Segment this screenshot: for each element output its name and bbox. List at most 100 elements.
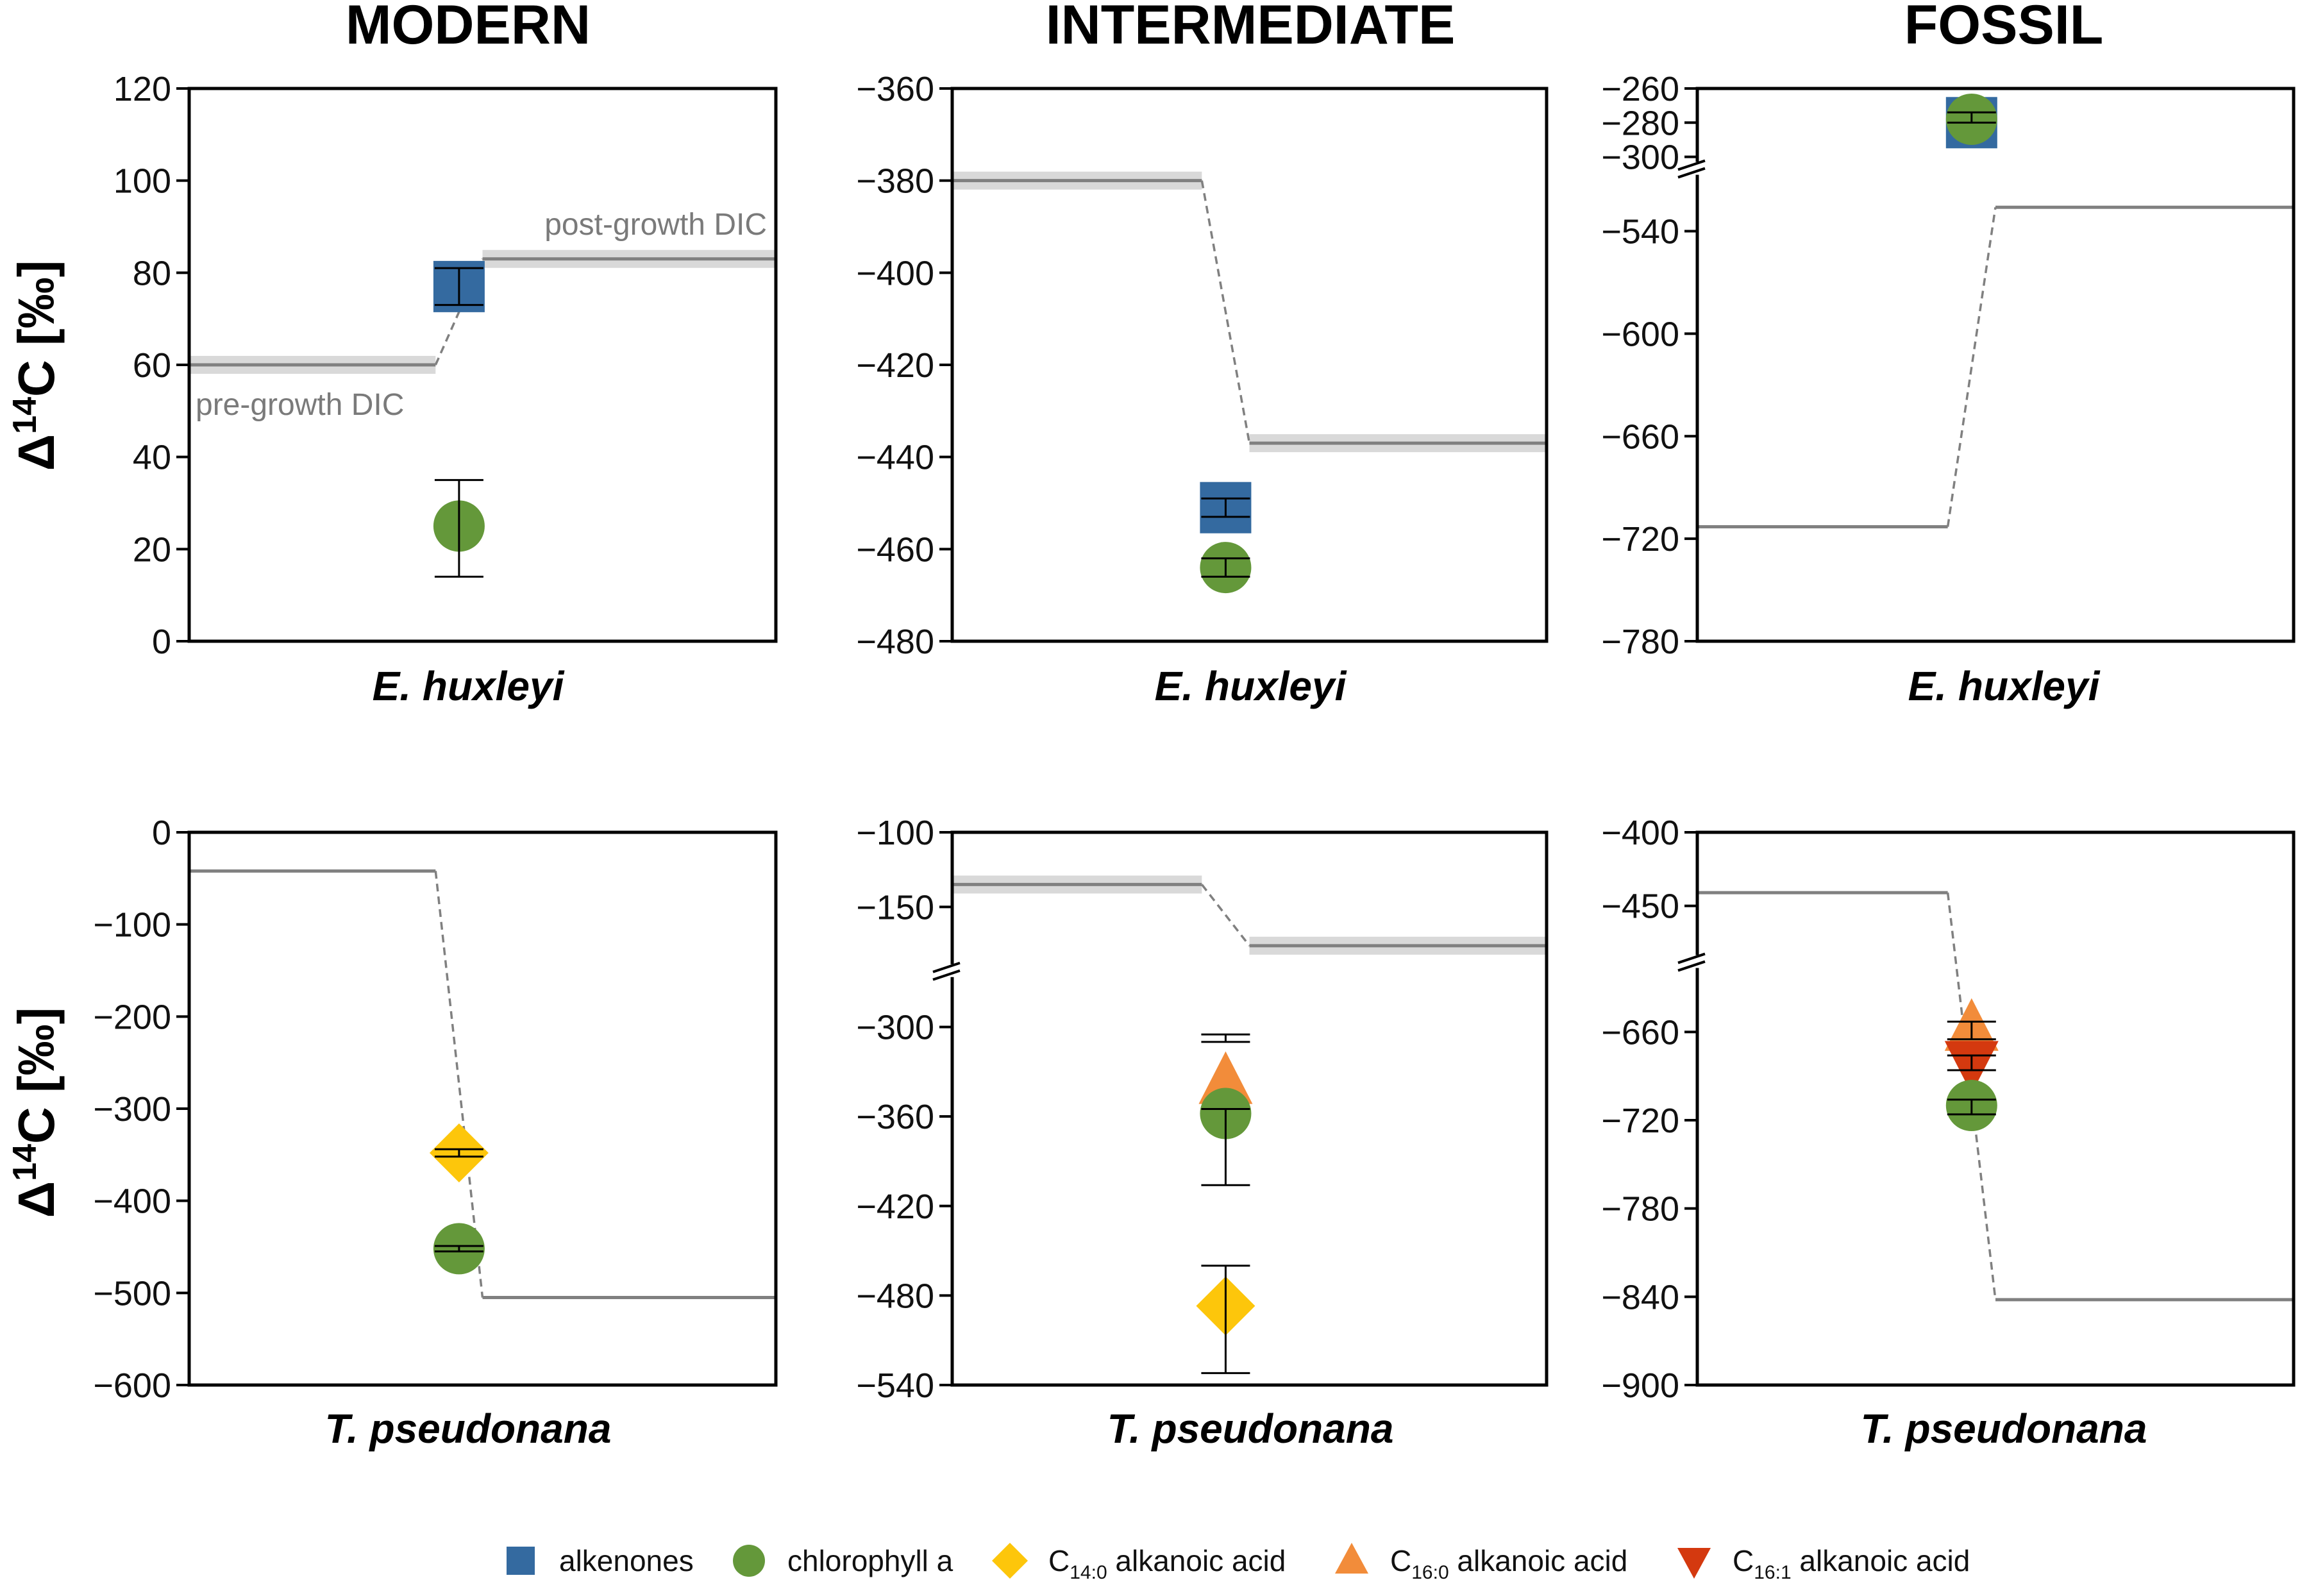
point-chlorophyll	[433, 1223, 485, 1275]
y-tick-label: −540	[856, 1366, 934, 1405]
y-tick-label: −450	[1601, 887, 1679, 926]
y-tick-label: −300	[1601, 139, 1679, 177]
axis-break-mark	[1677, 952, 1706, 964]
legend-marker-c16_1	[1677, 1548, 1711, 1579]
point-c16_1	[1944, 1041, 1999, 1094]
axis-break-mark	[1677, 167, 1706, 179]
y-tick-label: 80	[133, 254, 171, 292]
point-c14	[1196, 1264, 1255, 1374]
y-tick-label: −360	[856, 1098, 934, 1136]
legend-item-chlorophyll: chlorophyll a	[733, 1544, 953, 1577]
legend: alkenones chlorophyll a C14:0 alkanoic aci…	[507, 1543, 1970, 1583]
panel-0-2: −780 −720 −660 −600 −540 −300−280−260 E. huxle…	[1601, 70, 2296, 709]
point-alkenones	[433, 260, 485, 312]
species-label: T. pseudonana	[1861, 1406, 2147, 1452]
y-tick-label: −300	[93, 1090, 171, 1129]
point-c16_0	[1198, 1033, 1253, 1104]
panel-0-1: −480 −460 −440 −420 −400 −380 −360 E. huxleyi	[856, 70, 1549, 709]
panel-1-2: −900 −840 −780 −720 −660 −450 −400 T. pseudonan…	[1601, 814, 2296, 1452]
y-tick-label: −600	[93, 1366, 171, 1405]
y-tick-label: −420	[856, 346, 934, 385]
dic-transition-line	[1946, 892, 1997, 1300]
legend-label-c16_0: C16:0 alkanoic acid	[1390, 1544, 1627, 1583]
legend-marker-c16_0	[1335, 1543, 1368, 1574]
species-label: E. huxleyi	[373, 663, 565, 709]
column-title-modern: MODERN	[346, 0, 591, 56]
y-tick-label: −400	[856, 254, 934, 292]
axis-break-mark	[1677, 960, 1706, 972]
legend-marker-c14	[992, 1543, 1028, 1579]
y-tick-label: −440	[856, 439, 934, 477]
plot-frame	[950, 830, 1549, 1387]
column-title-intermediate: INTERMEDIATE	[1046, 0, 1456, 56]
y-axis-label-bottom: Δ14C [‰]	[6, 1007, 65, 1218]
legend-item-c16_0: C16:0 alkanoic acid	[1335, 1543, 1627, 1583]
point-chlorophyll	[1200, 542, 1252, 594]
species-label: E. huxleyi	[1908, 663, 2101, 709]
legend-label-c16_1: C16:1 alkanoic acid	[1733, 1544, 1970, 1583]
y-tick-label: 40	[133, 439, 171, 477]
y-tick-label: 20	[133, 530, 171, 569]
y-tick-label: −100	[93, 906, 171, 945]
y-tick-label: −420	[856, 1188, 934, 1226]
y-tick-label: −360	[856, 70, 934, 108]
point-chlorophyll	[1945, 93, 1997, 145]
species-label: E. huxleyi	[1155, 663, 1347, 709]
y-tick-label: −400	[1601, 814, 1679, 852]
legend-label-chlorophyll: chlorophyll a	[787, 1544, 953, 1577]
y-tick-label: −100	[856, 814, 934, 852]
y-tick-label: 0	[152, 814, 171, 852]
point-chlorophyll	[1200, 1088, 1252, 1186]
column-title-fossil: FOSSIL	[1904, 0, 2104, 56]
y-tick-label: 60	[133, 346, 171, 385]
axis-break-mark	[932, 969, 961, 981]
legend-marker-chlorophyll	[733, 1545, 765, 1577]
y-tick-label: −460	[856, 530, 934, 569]
point-chlorophyll	[433, 479, 485, 578]
point-c16_0	[1944, 998, 1999, 1051]
y-tick-label: −720	[1601, 1102, 1679, 1140]
y-tick-label: −540	[1601, 213, 1679, 251]
y-tick-label: −280	[1601, 104, 1679, 142]
species-label: T. pseudonana	[325, 1406, 612, 1452]
point-chlorophyll	[1945, 1080, 1997, 1132]
legend-item-c16_1: C16:1 alkanoic acid	[1677, 1544, 1970, 1583]
axis-break-mark	[1677, 159, 1706, 171]
dic-pre-label: pre-growth DIC	[196, 388, 404, 422]
svg-text:Δ14C [‰]: Δ14C [‰]	[6, 260, 65, 471]
legend-marker-alkenones	[507, 1547, 535, 1575]
plot-frame	[1695, 87, 2296, 643]
dic-post-label: post-growth DIC	[544, 208, 767, 242]
y-tick-label: −200	[93, 998, 171, 1036]
y-tick-label: −500	[93, 1274, 171, 1313]
y-tick-label: −400	[93, 1182, 171, 1221]
y-tick-label: 0	[152, 623, 171, 661]
legend-item-c14: C14:0 alkanoic acid	[992, 1543, 1286, 1583]
svg-text:Δ14C [‰]: Δ14C [‰]	[6, 1007, 65, 1218]
y-axis-label-top: Δ14C [‰]	[6, 260, 65, 471]
species-label: T. pseudonana	[1107, 1406, 1394, 1452]
y-tick-label: −380	[856, 162, 934, 201]
panel-1-0: −600 −500 −400 −300 −200 −100 0 T. pseudonana	[93, 814, 778, 1452]
dic-transition-line	[434, 871, 484, 1298]
y-tick-label: −480	[856, 1277, 934, 1315]
legend-item-alkenones: alkenones	[507, 1544, 694, 1577]
axis-break-mark	[932, 961, 961, 973]
y-tick-label: −300	[856, 1009, 934, 1047]
y-tick-label: 120	[113, 70, 171, 108]
y-tick-label: −840	[1601, 1278, 1679, 1316]
y-tick-label: 100	[113, 162, 171, 201]
point-alkenones	[1200, 482, 1252, 533]
panel-1-1: −540 −480 −420 −360 −300 −150 −100 T. pseudonan…	[856, 814, 1549, 1452]
y-tick-label: −900	[1601, 1366, 1679, 1405]
dic-transition-line	[1946, 206, 1997, 527]
y-tick-label: −780	[1601, 623, 1679, 661]
y-tick-label: −780	[1601, 1190, 1679, 1229]
y-tick-label: −260	[1601, 70, 1679, 108]
legend-label-c14: C14:0 alkanoic acid	[1048, 1544, 1286, 1583]
y-tick-label: −600	[1601, 315, 1679, 353]
y-tick-label: −660	[1601, 1013, 1679, 1052]
dic-transition-line	[1200, 884, 1250, 946]
